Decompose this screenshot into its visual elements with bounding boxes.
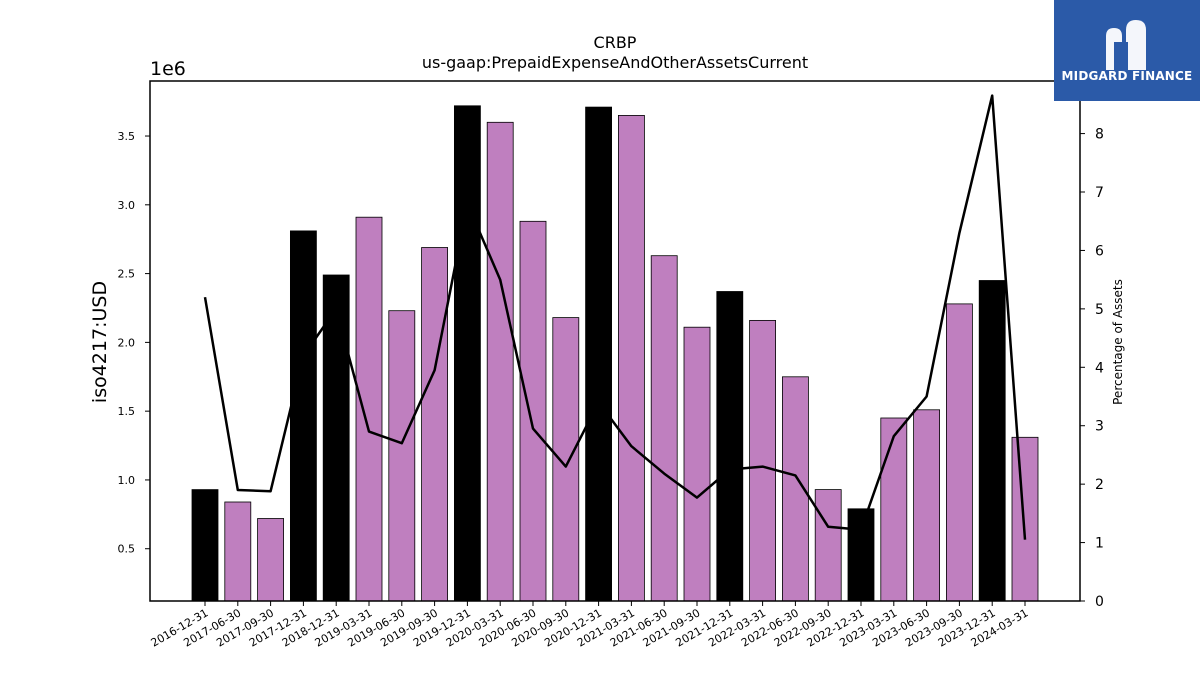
chart-title: CRBP [594, 33, 637, 52]
brand-name: MIDGARD FINANCE [1061, 69, 1193, 83]
bar-2017-09-30 [257, 518, 285, 602]
bar-2021-06-30 [650, 255, 678, 602]
bar-2022-09-30 [814, 489, 842, 602]
y-offset-text: 1e6 [150, 58, 186, 80]
bar-2023-09-30 [946, 303, 973, 602]
y-axis-label: iso4217:USD [89, 281, 111, 403]
y2-tick-label: 0 [1095, 594, 1104, 610]
bar-2021-12-31 [716, 291, 744, 602]
y2-tick-label: 2 [1095, 477, 1104, 493]
y2-tick-label: 6 [1095, 243, 1104, 259]
y-tick-label: 2.0 [118, 336, 136, 349]
bar-2023-03-31 [880, 417, 908, 602]
bar-2017-06-30 [224, 501, 252, 602]
percentage-line [203, 94, 1027, 540]
bar-2021-09-30 [683, 326, 711, 602]
bar-2019-12-31 [453, 105, 481, 602]
y2-tick-label: 1 [1095, 536, 1104, 552]
bar-2020-09-30 [552, 317, 580, 602]
bar-2022-12-31 [847, 508, 875, 602]
bar-2016-12-31 [191, 489, 219, 602]
bar-2023-06-30 [913, 409, 940, 602]
chart-subtitle: us-gaap:PrepaidExpenseAndOtherAssetsCurr… [422, 53, 808, 72]
y2-tick-label: 7 [1095, 185, 1104, 201]
bar-2020-03-31 [486, 121, 514, 602]
y-tick-label: 3.5 [118, 130, 136, 143]
plot-frame [149, 80, 1081, 602]
bar-2020-12-31 [585, 106, 612, 602]
bar-2021-03-31 [618, 115, 645, 602]
y2-tick-label: 5 [1095, 302, 1104, 318]
y-tick-label: 1.5 [118, 405, 136, 418]
bar-2019-06-30 [388, 310, 416, 602]
y-tick-label: 1.0 [118, 474, 136, 487]
y2-tick-label: 4 [1095, 360, 1104, 376]
y-tick-label: 2.5 [118, 268, 136, 281]
y-tick-label: 3.0 [118, 199, 136, 212]
y-tick-label: 0.5 [118, 543, 136, 556]
brand-logo-mark-icon [1106, 20, 1146, 70]
bar-2022-03-31 [749, 319, 776, 602]
bar-2023-12-31 [978, 280, 1006, 602]
bar-2024-03-31 [1011, 436, 1039, 602]
y2-axis-label: Percentage of Assets [1111, 279, 1125, 405]
bar-2019-03-31 [355, 216, 383, 602]
bar-2020-06-30 [519, 220, 547, 602]
y2-tick-label: 3 [1095, 419, 1104, 435]
y2-tick-label: 8 [1095, 127, 1104, 143]
bar-2017-12-31 [289, 230, 317, 602]
bar-2018-12-31 [322, 274, 350, 602]
bar-2019-09-30 [421, 247, 449, 602]
